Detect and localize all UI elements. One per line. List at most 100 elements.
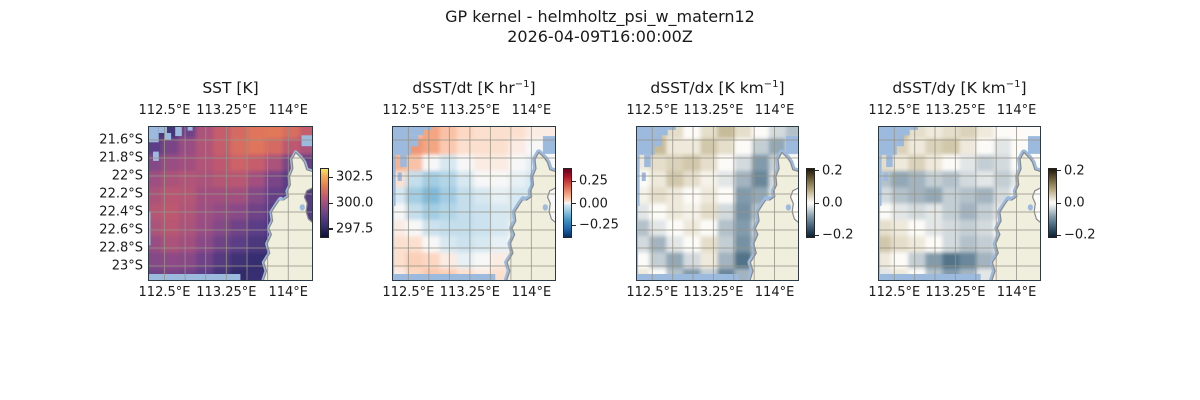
x-tick-bottom-dsst_dy-1: 113.25°E	[925, 285, 986, 300]
colorbar-tick-label: 0.00	[579, 196, 608, 212]
x-tick-top-sst-0: 112.5°E	[138, 103, 191, 118]
colorbar-tickmark	[1057, 170, 1061, 172]
x-tick-top-dsst_dt-1: 113.25°E	[439, 103, 500, 118]
colorbar-tick-label: 0.25	[579, 173, 608, 189]
colorbar-tickmark	[329, 176, 333, 178]
no-data-patch	[410, 135, 419, 147]
y-tick-6: 22.8°S	[99, 240, 143, 256]
lagoon	[765, 196, 770, 201]
no-data-patch	[883, 172, 888, 181]
no-data-patch	[1028, 136, 1041, 154]
lagoon	[785, 204, 791, 211]
lagoon	[278, 196, 283, 201]
no-data-patch	[187, 126, 193, 131]
x-tick-top-dsst_dy-1: 113.25°E	[925, 103, 986, 118]
no-data-patch	[301, 135, 313, 147]
colorbar-tickmark	[1057, 202, 1061, 204]
no-data-patch	[886, 154, 893, 168]
x-tick-bottom-sst-2: 114°E	[268, 285, 309, 300]
gridlines	[148, 126, 313, 281]
x-tick-bottom-dsst_dx-0: 112.5°E	[626, 285, 679, 300]
no-data-patch	[644, 154, 651, 168]
colorbar-tick-label: −0.25	[579, 217, 619, 233]
no-data-patch	[542, 136, 556, 154]
gridlines	[636, 126, 799, 281]
no-data-patch	[392, 274, 496, 281]
gridlines	[878, 126, 1041, 281]
no-data-patch	[158, 126, 167, 133]
no-data-patch	[641, 172, 646, 181]
colorbar-tick-label: 0.0	[1064, 195, 1085, 211]
colorbar-tickmark	[329, 202, 333, 204]
x-tick-top-dsst_dx-0: 112.5°E	[626, 103, 679, 118]
colorbar-tickmark	[815, 234, 819, 236]
figure-timestamp: 2026-04-09T16:00:00Z	[507, 27, 693, 46]
no-data-patch	[896, 135, 904, 147]
no-data-patch	[636, 154, 640, 206]
x-tick-bottom-dsst_dy-0: 112.5°E	[868, 285, 921, 300]
map-border	[392, 126, 556, 281]
lagoon	[542, 204, 548, 211]
no-data-patch	[878, 274, 981, 281]
no-data-patch	[896, 126, 910, 136]
x-tick-top-dsst_dy-2: 114°E	[996, 103, 1037, 118]
lagoon	[521, 196, 527, 201]
heatmap-cells	[636, 126, 799, 281]
x-tick-top-dsst_dt-0: 112.5°E	[382, 103, 435, 118]
no-data-patch	[148, 274, 241, 281]
panel-title-dsst_dt: dSST/dt [K hr−1]	[412, 79, 536, 98]
panel-title-dsst_dy: dSST/dy [K km−1]	[892, 79, 1027, 98]
lagoon	[299, 204, 305, 211]
colorbar-dsst_dy	[1048, 168, 1057, 238]
x-tick-top-sst-2: 114°E	[268, 103, 309, 118]
no-data-patch	[667, 126, 676, 130]
colorbar-tickmark	[572, 203, 576, 205]
colorbar-dsst_dx	[806, 168, 815, 238]
colorbar-tick-label: 0.0	[822, 195, 843, 211]
map-plot-dsst_dx	[636, 126, 799, 281]
no-data-patch	[175, 126, 182, 137]
colorbar-tick-label: 297.5	[336, 221, 374, 237]
figure-title: GP kernel - helmholtz_psi_w_matern12	[445, 7, 755, 26]
colorbar-tick-label: 0.2	[1064, 163, 1085, 179]
no-data-patch	[424, 126, 433, 130]
y-tick-1: 21.8°S	[99, 150, 143, 166]
map-border	[878, 126, 1041, 281]
y-tick-7: 23°S	[111, 258, 143, 274]
y-tick-5: 22.6°S	[99, 222, 143, 238]
colorbar-tickmark	[1057, 234, 1061, 236]
x-tick-bottom-sst-0: 112.5°E	[138, 285, 191, 300]
x-tick-top-dsst_dt-2: 114°E	[511, 103, 552, 118]
panel-title-dsst_dx: dSST/dx [K km−1]	[650, 79, 785, 98]
colorbar-tickmark	[815, 202, 819, 204]
no-data-patch	[148, 211, 151, 246]
x-tick-top-dsst_dx-1: 113.25°E	[683, 103, 744, 118]
lagoon	[1007, 196, 1012, 201]
y-tick-3: 22.2°S	[99, 186, 143, 202]
x-tick-bottom-dsst_dt-1: 113.25°E	[439, 285, 500, 300]
y-tick-4: 22.4°S	[99, 204, 143, 220]
y-tick-2: 22°S	[111, 168, 143, 184]
x-tick-bottom-dsst_dt-2: 114°E	[511, 285, 552, 300]
y-tick-0: 21.6°S	[99, 132, 143, 148]
x-tick-top-sst-1: 113.25°E	[196, 103, 257, 118]
figure-header: GP kernel - helmholtz_psi_w_matern12 202…	[0, 7, 1200, 47]
colorbar-tick-label: 0.2	[822, 163, 843, 179]
no-data-patch	[786, 136, 799, 154]
no-data-patch	[654, 135, 662, 147]
x-tick-top-dsst_dy-0: 112.5°E	[868, 103, 921, 118]
no-data-patch	[392, 205, 395, 274]
no-data-patch	[636, 274, 739, 281]
no-data-patch	[392, 154, 396, 206]
colorbar-tickmark	[329, 228, 333, 230]
map-plot-dsst_dt	[392, 126, 556, 281]
panel-title-sst: SST [K]	[202, 79, 259, 97]
colorbar-tick-label: 300.0	[336, 195, 374, 211]
colorbar-tickmark	[572, 224, 576, 227]
colorbar-tickmark	[815, 170, 819, 172]
map-border	[148, 126, 313, 281]
no-data-patch	[878, 205, 881, 274]
colorbar-tickmark	[572, 180, 576, 182]
colorbar-tick-label: −0.2	[822, 227, 854, 243]
no-data-patch	[636, 205, 639, 274]
